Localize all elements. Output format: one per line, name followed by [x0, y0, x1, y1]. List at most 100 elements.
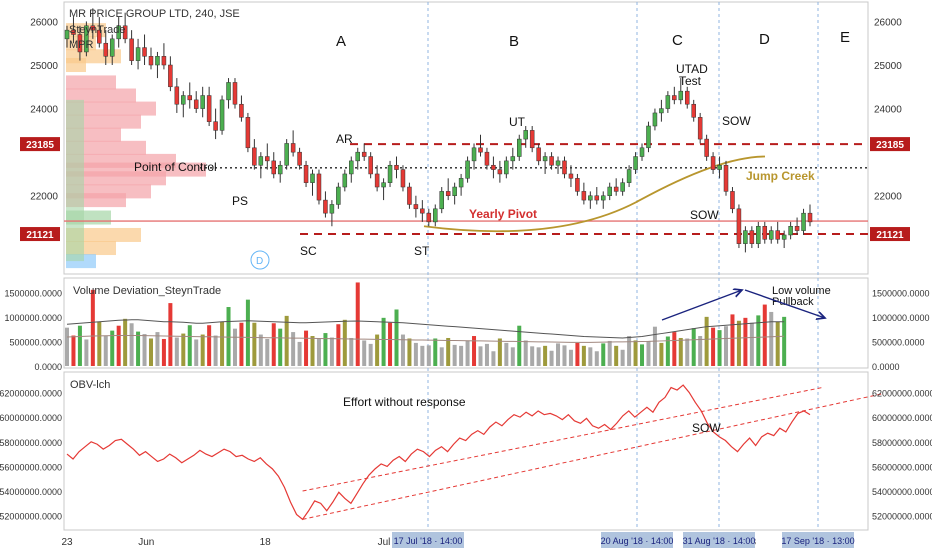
volume-bar	[375, 334, 380, 366]
candle-body	[374, 173, 380, 188]
volume-bar	[446, 337, 451, 366]
candle-body	[142, 47, 147, 57]
candle-body	[665, 95, 671, 109]
volume-bar	[342, 319, 347, 366]
volume-bar	[530, 346, 535, 366]
annotation-ar: AR	[336, 132, 353, 146]
profile-bar	[66, 88, 136, 103]
candle-body	[646, 125, 651, 149]
time-badge-bg	[601, 532, 673, 548]
obv-tick-right: 56000000.0000	[872, 462, 932, 472]
volume-bar	[594, 351, 599, 366]
time-badge-bg	[392, 532, 464, 548]
candle-body	[161, 56, 167, 66]
candle-body	[626, 169, 632, 183]
candle-body	[316, 173, 322, 201]
phase-label-d: D	[759, 31, 770, 48]
candle-body	[226, 82, 231, 101]
obv-tick-right: 54000000.0000	[872, 487, 932, 497]
circle-d-label: D	[256, 256, 263, 267]
volume-bar	[762, 304, 767, 366]
volume-arrow-up	[661, 290, 742, 321]
volume-bar	[407, 338, 412, 366]
candle-body	[420, 208, 425, 214]
volume-tick-right: 500000.0000	[872, 337, 925, 347]
volume-bar	[400, 334, 405, 366]
volume-bar	[472, 336, 477, 366]
candle-body	[568, 173, 574, 179]
volume-bar	[207, 325, 212, 366]
candle-body	[64, 29, 70, 40]
x-axis-label: 23	[61, 537, 73, 548]
candle-body	[794, 225, 800, 231]
candle-body	[594, 195, 600, 201]
price-tick-right: 25000	[874, 61, 902, 72]
candle-body	[290, 143, 296, 153]
price-badge-right: 23185	[876, 140, 904, 151]
volume-bar	[698, 336, 703, 366]
time-badge: 17 Jul '18 · 14:00	[394, 536, 463, 546]
volume-bar	[484, 343, 489, 366]
level-label-point-of-control: Point of Control	[134, 160, 217, 174]
candle-body	[504, 160, 509, 175]
volume-bar	[633, 340, 638, 366]
volume-bar	[756, 315, 761, 366]
candle-body	[717, 164, 722, 170]
volume-bar	[77, 325, 82, 366]
annotation-sow-obv: SOW	[692, 421, 721, 435]
obv-line	[66, 384, 883, 521]
candle-body	[181, 95, 186, 105]
volume-bar	[200, 334, 205, 366]
volume-tick-right: 1000000.0000	[872, 313, 930, 323]
candle-body	[549, 156, 554, 166]
volume-bar	[258, 334, 263, 366]
candle-body	[239, 103, 244, 118]
candle-body	[471, 147, 477, 162]
volume-bar	[381, 317, 386, 366]
candle-body	[342, 173, 348, 188]
price-badge-left-bg	[20, 137, 60, 152]
volume-bar	[71, 335, 76, 366]
candle-body	[749, 230, 755, 244]
candle-body	[768, 230, 774, 240]
volume-bar	[291, 332, 296, 366]
volume-bar	[510, 347, 515, 366]
volume-bar	[420, 345, 425, 366]
candle-body	[336, 186, 341, 205]
candle-body	[762, 225, 768, 240]
volume-tick-left: 1000000.0000	[4, 313, 62, 323]
candle-body	[756, 225, 761, 244]
volume-bar	[627, 336, 632, 366]
obv-tick-left: 56000000.0000	[0, 462, 62, 472]
price-tick-left: 24000	[30, 105, 58, 116]
annotation-utad: UTAD	[676, 62, 708, 76]
price-badge-left: 23185	[26, 140, 54, 151]
candle-body	[265, 156, 270, 162]
volume-bar	[271, 323, 276, 366]
volume-bar	[775, 321, 780, 366]
candle-body	[122, 25, 128, 40]
annotation-st: ST	[414, 244, 430, 258]
candle-body	[407, 186, 412, 205]
volume-bar	[711, 327, 716, 366]
volume-bar	[478, 346, 483, 366]
volume-bar	[232, 328, 237, 366]
volume-pane-frame	[63, 277, 869, 369]
candle-body	[77, 34, 83, 53]
volume-tick-right: 0.0000	[872, 362, 900, 372]
candle-body	[90, 25, 96, 31]
candle-body	[691, 103, 696, 118]
time-badge: 20 Aug '18 · 14:00	[601, 536, 674, 546]
volume-low-line	[66, 335, 785, 343]
time-badge: 17 Sep '18 · 13:00	[781, 536, 854, 546]
candle-body	[575, 178, 580, 192]
volume-bar	[549, 350, 554, 366]
candle-body	[174, 86, 180, 105]
volume-bar	[284, 315, 289, 366]
volume-bar	[90, 289, 95, 366]
time-badge: 31 Aug '18 · 14:00	[683, 536, 756, 546]
indicator-label-mpr: MPR	[69, 39, 94, 51]
time-badge-bg	[782, 532, 854, 548]
price-tick-right: 24000	[874, 105, 902, 116]
candle-body	[710, 156, 716, 170]
